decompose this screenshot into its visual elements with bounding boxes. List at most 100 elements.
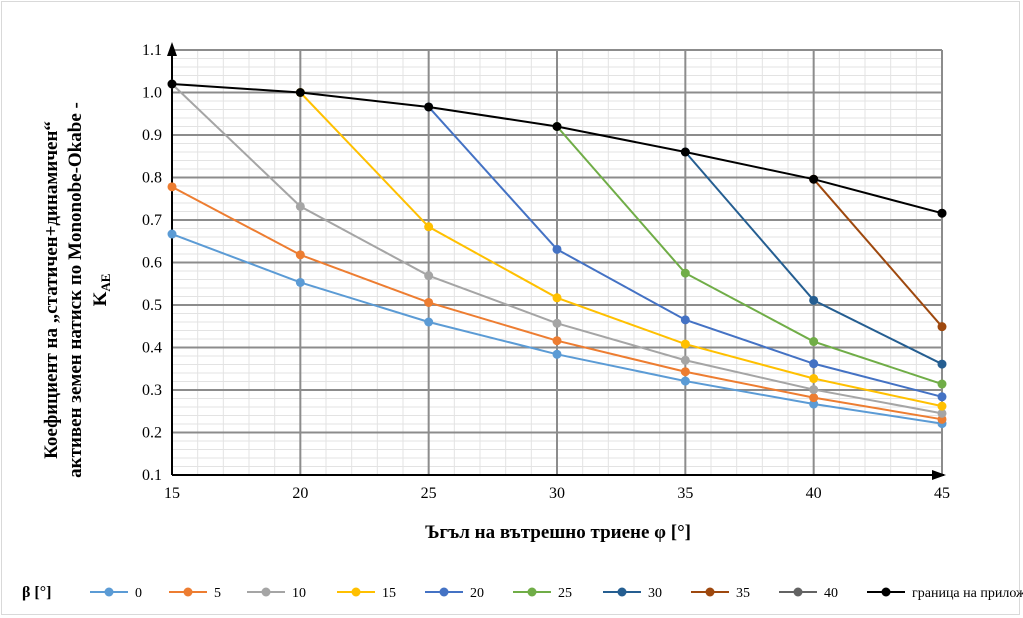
legend-label: 0 — [135, 586, 142, 601]
data-point — [295, 201, 305, 211]
x-axis-title: Ъгъл на вътрешно триене φ [°] — [425, 522, 691, 543]
x-tick-label: 35 — [677, 485, 693, 502]
x-tick-label: 15 — [164, 485, 180, 502]
legend-label: 20 — [470, 586, 484, 601]
y-tick-label: 1.0 — [142, 85, 162, 102]
y-tick-label: 0.4 — [142, 340, 162, 357]
data-point — [167, 79, 177, 89]
x-tick-label: 45 — [934, 485, 950, 502]
x-axis-arrow — [932, 470, 946, 480]
legend-item: 40 — [779, 586, 838, 601]
data-point — [809, 399, 819, 409]
legend-item: 0 — [90, 586, 142, 601]
data-point — [424, 317, 434, 327]
legend-item: 20 — [425, 586, 484, 601]
series-1 — [167, 182, 947, 424]
y-tick-label: 0.8 — [142, 170, 162, 187]
series-9 — [167, 79, 947, 218]
legend-marker — [261, 587, 271, 597]
y-axis-title-subscript: AE — [98, 274, 113, 292]
data-point — [809, 295, 819, 305]
legend-label: 25 — [558, 586, 572, 601]
data-point — [167, 182, 177, 192]
tick-labels: 15 20 25 30 35 40 45 0.1 0.2 0.3 0.4 0.5 0.6 0.7 0.8 0.… — [142, 42, 950, 502]
legend-item: 15 — [337, 586, 396, 601]
series-3 — [295, 88, 947, 411]
data-point — [680, 147, 690, 157]
data-point — [809, 374, 819, 384]
data-point — [680, 355, 690, 365]
data-point — [809, 337, 819, 347]
legend-label: 30 — [648, 586, 662, 601]
data-point — [809, 359, 819, 369]
data-point — [424, 222, 434, 232]
data-point — [680, 315, 690, 325]
data-point — [424, 271, 434, 281]
legend-label: 40 — [824, 586, 838, 601]
major-grid — [171, 49, 943, 476]
data-point — [937, 392, 947, 402]
legend-label: граница на приложимост — [912, 586, 1023, 601]
x-tick-label: 25 — [421, 485, 437, 502]
axes — [167, 42, 946, 480]
y-tick-label: 0.1 — [142, 467, 162, 484]
legend-label: 5 — [214, 586, 221, 601]
legend-item: граница на приложимост — [867, 586, 1023, 601]
data-point — [680, 268, 690, 278]
legend-item: 10 — [247, 586, 306, 601]
y-axis-arrow — [167, 42, 177, 56]
data-point — [552, 244, 562, 254]
x-tick-label: 40 — [806, 485, 822, 502]
data-point — [424, 102, 434, 112]
legend-marker — [104, 587, 114, 597]
legend-item: 25 — [513, 586, 572, 601]
legend-marker — [793, 587, 803, 597]
legend-item: 30 — [603, 586, 662, 601]
data-point — [937, 208, 947, 218]
legend-label: 35 — [736, 586, 750, 601]
data-point — [552, 122, 562, 131]
legend-item: 35 — [691, 586, 750, 601]
legend-marker — [617, 587, 627, 597]
data-point — [552, 336, 562, 346]
y-tick-label: 1.1 — [142, 42, 162, 59]
y-axis-title-line-1: Коефициент на „статичен+динамичен“ — [41, 121, 62, 459]
y-tick-label: 0.7 — [142, 212, 162, 229]
data-point — [295, 250, 305, 260]
y-axis-title-k: K — [90, 291, 111, 306]
y-tick-label: 0.3 — [142, 382, 162, 399]
data-point — [937, 379, 947, 389]
legend-marker — [351, 587, 361, 597]
data-point — [552, 293, 562, 303]
series-5 — [552, 122, 947, 389]
y-tick-label: 0.5 — [142, 297, 162, 314]
legend-marker — [881, 587, 891, 597]
legend-marker — [705, 587, 715, 597]
data-point — [937, 322, 947, 332]
series-line — [299, 91, 943, 408]
data-point — [937, 408, 947, 418]
y-axis-title-line-2: активен земен натиск по Mononobe-Okabe - — [65, 102, 86, 478]
series-layer — [167, 79, 947, 429]
data-point — [295, 88, 305, 97]
x-tick-label: 30 — [549, 485, 565, 502]
data-point — [809, 385, 819, 395]
legend: β [°] 0 5 10 15 20 25 30 35 40 граница на приложи… — [22, 584, 1023, 601]
series-0 — [167, 229, 947, 429]
legend-title: β [°] — [22, 584, 51, 601]
data-point — [680, 339, 690, 349]
x-tick-label: 20 — [292, 485, 308, 502]
data-point — [680, 376, 690, 386]
data-point — [167, 229, 177, 239]
y-tick-label: 0.9 — [142, 127, 162, 144]
legend-marker — [183, 587, 193, 597]
data-point — [295, 277, 305, 287]
legend-label: 15 — [382, 586, 396, 601]
data-point — [937, 401, 947, 411]
data-point — [809, 174, 819, 184]
data-point — [552, 349, 562, 359]
legend-label: 10 — [292, 586, 306, 601]
y-axis-title: Коефициент на „статичен+динамичен“ актив… — [41, 102, 113, 478]
y-axis-title-line-3: KAE — [90, 274, 113, 307]
